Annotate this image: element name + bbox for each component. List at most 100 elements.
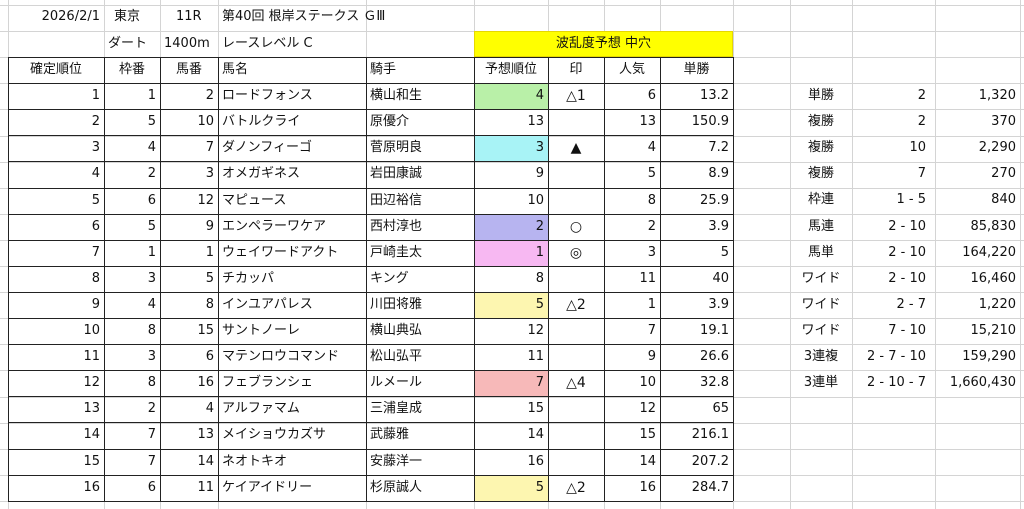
payout-type: 3連単 [803,375,839,390]
column-header-mark: 印 [569,62,583,77]
table-border-vertical [660,57,661,501]
cell-predicted-rank: 15 [527,401,544,416]
race-name: 第40回 根岸ステークス ＧⅢ [222,9,386,24]
cell-horse-number: 3 [205,166,214,181]
cell-mark [548,318,604,344]
cell-win-odds: 40 [712,271,729,286]
cell-predicted-rank: 5 [474,475,548,501]
cell-horse-name: ウェイワードアクト [222,245,339,260]
payout-type: ワイド [801,271,841,286]
cell-finish-position: 12 [83,375,100,390]
cell-jockey: 川田将雅 [370,297,423,312]
payout-amount: 15,210 [970,323,1017,338]
payout-amount: 85,830 [970,219,1017,234]
payout-combination: 2 - 7 - 10 [867,349,926,364]
cell-horse-number: 9 [205,219,214,234]
gridline-vertical [1020,0,1021,509]
cell-frame-number: 3 [147,349,156,364]
cell-jockey: 菅原明良 [370,140,423,155]
table-border-horizontal [8,370,733,371]
table-border-horizontal [8,161,733,162]
cell-horse-number: 2 [205,88,214,103]
cell-finish-position: 4 [91,166,100,181]
cell-mark: △2 [566,297,586,313]
cell-mark [548,266,604,292]
payout-amount: 159,290 [962,349,1016,364]
cell-mark [548,188,604,214]
cell-popularity: 5 [647,166,656,181]
cell-finish-position: 1 [91,88,100,103]
cell-predicted-rank: 10 [527,193,544,208]
cell-horse-name: チカッパ [222,271,275,286]
cell-horse-name: ダノンフィーゴ [222,140,312,155]
cell-predicted-rank: 3 [474,135,548,161]
cell-jockey: 戸崎圭太 [370,245,423,260]
cell-finish-position: 14 [83,427,100,442]
cell-predicted-rank: 12 [527,323,544,338]
cell-horse-number: 13 [197,427,214,442]
cell-horse-number: 14 [197,454,214,469]
cell-horse-name: フェブランシェ [222,375,314,390]
cell-predicted-rank: 11 [527,349,544,364]
volatility-band-border [474,31,733,57]
cell-popularity: 1 [647,297,656,312]
payout-combination: 2 - 7 [896,297,927,312]
cell-mark: ▲ [570,140,582,156]
cell-jockey: 武藤雅 [370,427,410,442]
payout-amount: 1,660,430 [949,375,1016,390]
cell-win-odds: 3.9 [708,219,729,234]
cell-horse-number: 6 [205,349,214,364]
race-date: 2026/2/1 [41,9,100,24]
payout-type: 3連複 [803,349,839,364]
payout-combination: 2 [917,88,926,103]
race-surface: ダート [108,36,148,51]
gridline-horizontal [0,423,1024,424]
cell-mark [548,161,604,187]
cell-finish-position: 7 [91,245,100,260]
cell-win-odds: 150.9 [691,114,729,129]
column-header-win-odds: 単勝 [683,62,710,77]
cell-win-odds: 65 [712,401,729,416]
gridline-vertical [852,0,853,509]
cell-frame-number: 8 [147,375,156,390]
column-header-finish-position: 確定順位 [29,62,82,77]
volatility-band [474,31,733,57]
cell-mark: ○ [569,219,583,235]
table-border-horizontal [8,396,733,397]
cell-horse-name: サントノーレ [222,323,301,338]
table-border-horizontal [8,83,733,84]
cell-win-odds: 19.1 [700,323,729,338]
payout-combination: 2 - 10 - 7 [867,375,926,390]
payout-amount: 1,320 [978,88,1016,103]
table-border-horizontal [8,188,733,189]
cell-mark: △1 [566,88,586,104]
cell-win-odds: 5 [720,245,729,260]
cell-mark [548,449,604,475]
table-border-vertical [160,57,161,501]
column-header-frame-number: 枠番 [118,62,145,77]
cell-predicted-rank: 16 [527,454,544,469]
cell-mark [548,109,604,135]
cell-win-odds: 25.9 [700,193,729,208]
cell-predicted-rank: 5 [474,292,548,318]
cell-horse-name: バトルクライ [222,114,301,129]
cell-mark: △2 [566,480,586,496]
cell-predicted-rank: 2 [474,214,548,240]
table-border-horizontal [8,135,733,136]
payout-type: 複勝 [807,114,834,129]
cell-finish-position: 5 [91,193,100,208]
table-border-vertical [548,57,549,501]
payout-amount: 370 [991,114,1016,129]
gridline-vertical [790,0,791,509]
race-number: 11R [176,9,202,24]
cell-jockey: 三浦皇成 [370,401,423,416]
table-border-horizontal [8,214,733,215]
table-border-horizontal [8,57,733,58]
cell-predicted-rank: 14 [527,427,544,442]
cell-mark: △4 [566,375,586,391]
cell-win-odds: 13.2 [700,88,729,103]
payout-amount: 840 [991,192,1016,207]
payout-combination: 2 - 10 [888,271,926,286]
payout-amount: 1,220 [978,297,1016,312]
table-border-horizontal [8,266,733,267]
